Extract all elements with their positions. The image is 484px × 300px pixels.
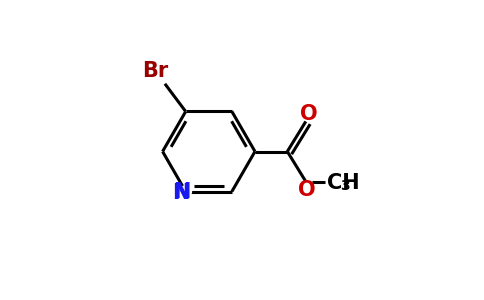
Text: O: O	[301, 104, 318, 124]
Text: N: N	[173, 182, 190, 202]
Text: 3: 3	[340, 179, 349, 193]
Text: N: N	[172, 183, 189, 203]
Text: Br: Br	[142, 61, 169, 81]
Text: O: O	[298, 180, 316, 200]
Text: CH: CH	[327, 173, 359, 193]
Circle shape	[180, 186, 192, 197]
